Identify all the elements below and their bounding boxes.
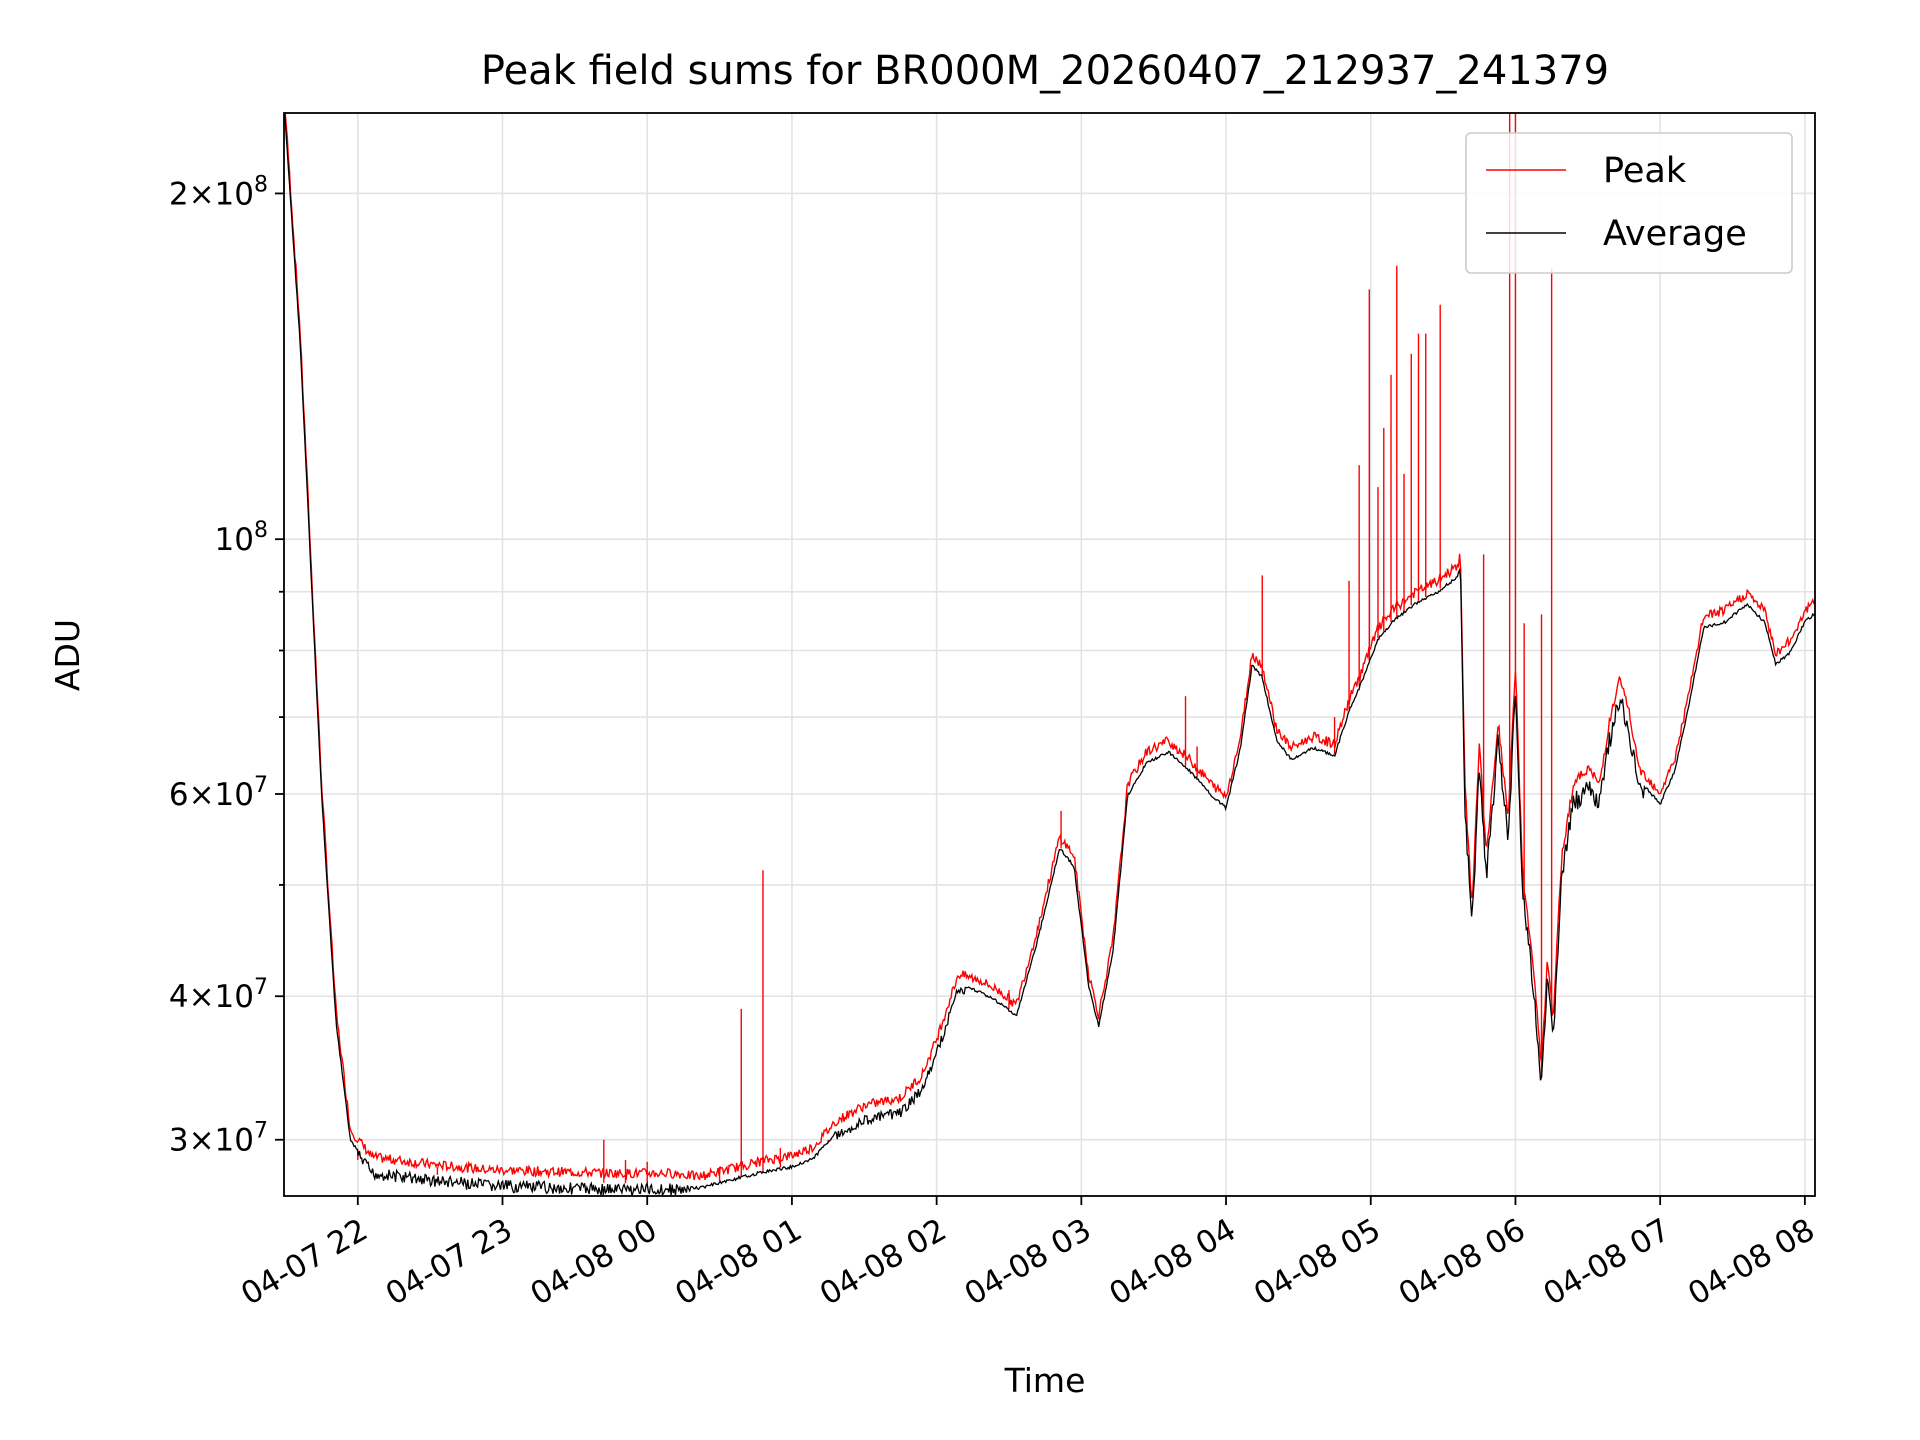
plot-frame [283,112,1816,1197]
legend-average-label: Average [1603,214,1747,254]
x-axis-title: Time [1004,1361,1086,1400]
series-group [284,113,1815,1196]
series-average-line [284,113,1815,1196]
legend-peak-label: Peak [1603,151,1687,191]
chart-title: Peak field sums for BR000M_20260407_2129… [481,48,1609,94]
y-tick-label: 4×107 [169,975,268,1015]
y-tick-label: 6×107 [169,773,268,813]
y-tick-label: 2×108 [169,172,268,212]
y-tick-label: 108 [215,518,268,558]
series-peak-line [284,113,1815,1181]
legend-box [1465,132,1793,274]
legend: Peak Average [1465,132,1793,274]
y-axis-title: ADU [48,619,87,691]
y-tick-label: 3×107 [169,1119,268,1159]
